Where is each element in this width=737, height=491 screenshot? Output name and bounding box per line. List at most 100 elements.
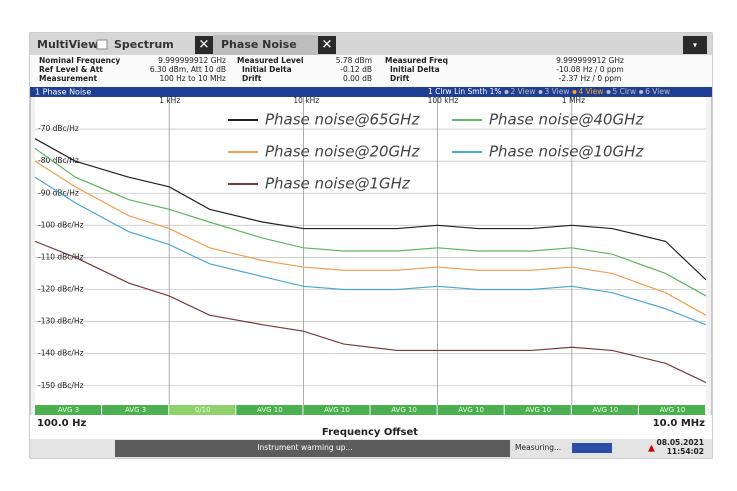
series-line [34,147,707,297]
trace-bar [303,405,370,415]
trace-info-item: 4 View [578,87,603,96]
trace-dot [504,90,509,94]
trace-dot [538,90,543,94]
trace-info-item: 3 View [545,87,570,96]
status-state: Measuring... [515,443,561,452]
trace-bar [437,405,504,415]
y-tick-label: -70 dBc/Hz [38,124,79,133]
trace-bar-label: AVG 10 [458,406,484,414]
info-label: Drift [390,74,410,83]
plot-title-bar [30,87,712,97]
trace-info: 1 Clrw Lin Smth 1% 2 View 3 View 4 View 5 Cl… [428,87,670,96]
info-value: 100 Hz to 10 MHz [159,74,226,83]
series-line [34,176,707,326]
x-tick-label: 1 kHz [159,96,180,105]
x-tick-label: 1 MHz [562,96,585,105]
info-value: -0.12 dB [340,65,372,74]
info-value: 6.30 dBm, Att 10 dB [150,65,226,74]
info-panel [30,55,712,87]
info-label: Drift [242,74,262,83]
trace-dot [572,90,577,94]
tab[interactable]: MultiView [37,38,98,51]
axis-panel [30,415,712,439]
y-tick-label: -100 dBc/Hz [38,220,84,229]
stop-label: 10.0 MHz [653,418,705,429]
trace-bar [35,405,102,415]
trace-bar [504,405,571,415]
trace-bar [236,405,303,415]
trace-bar [571,405,638,415]
trace-bar-label: AVG 10 [593,406,619,414]
status-date: 08.05.2021 [657,438,704,447]
info-label: Ref Level & Att [39,65,103,74]
trace-bar-label: AVG 10 [525,406,551,414]
trace-dot [639,90,644,94]
info-value: 0.00 dB [343,74,372,83]
series-line [34,240,707,384]
trace-bar-label: 0/10 [195,406,211,414]
series-line [34,160,707,316]
y-tick-label: -140 dBc/Hz [38,349,84,358]
tab-icon [96,39,108,50]
info-label: Measured Level [237,56,304,65]
tab-active [213,35,318,55]
info-value: -2.37 Hz / 0 ppm [559,74,622,83]
close-icon: ✕ [322,38,333,53]
info-value: 9.999999912 GHz [158,56,226,65]
y-tick-label: -120 dBc/Hz [38,285,84,294]
trace-info-item: 5 Clrw [612,87,636,96]
legend-label: Phase noise@40GHz [489,111,644,129]
info-label: Measurement [39,74,97,83]
menu-icon: ▾ [693,41,697,50]
trace-bar-label: AVG 10 [324,406,350,414]
trace-bar-label: AVG 3 [58,406,79,414]
tab[interactable]: Phase Noise [221,38,297,51]
close-button[interactable] [195,36,213,54]
trace-bar-label: AVG 10 [257,406,283,414]
series-line [34,138,707,281]
info-label: Initial Delta [390,65,440,74]
legend-label: Phase noise@20GHz [265,143,420,161]
y-tick-label: -130 dBc/Hz [38,317,84,326]
trace-info-item: 2 View [511,87,536,96]
x-axis-label: Frequency Offset [322,427,418,438]
trace-dot [606,90,611,94]
info-value: 5.78 dBm [336,56,372,65]
x-tick-label: 100 kHz [428,96,459,105]
plot: -70 dBc/Hz-80 dBc/Hz-90 dBc/Hz-100 dBc/H… [34,96,707,405]
tab[interactable]: Spectrum [114,38,174,51]
plot-title: 1 Phase Noise [35,88,91,97]
status-time: 11:54:02 [667,447,704,456]
status-message: Instrument warming up... [257,443,352,452]
status-message-box [115,440,510,457]
trace-bars: AVG 3 AVG 3 0/10 AVG 10 AVG 10 AVG 10 AVG 10 AV… [35,405,705,415]
progress [572,443,612,453]
trace-bar [638,405,705,415]
status-icon: ▲ [648,444,655,454]
info-value: 9.999999912 GHz [556,56,624,65]
trace-bar-label: AVG 10 [660,406,686,414]
menu-button[interactable] [683,36,707,54]
y-tick-label: -110 dBc/Hz [38,252,84,261]
legend-label: Phase noise@1GHz [265,175,411,193]
y-tick-label: -80 dBc/Hz [38,156,79,165]
trace-bar-label: AVG 10 [391,406,417,414]
trace-bar-label: AVG 3 [125,406,146,414]
trace-bar [169,405,236,415]
trace-info-item: 1 Clrw Lin Smth 1% [428,87,502,96]
info-label: Initial Delta [242,65,292,74]
trace-bar [370,405,437,415]
start-label: 100.0 Hz [37,418,86,429]
x-tick-label: 10 kHz [293,96,319,105]
info-table: Nominal Frequency 9.999999912 GHz Measured… [39,56,624,83]
info-label: Measured Freq [385,56,448,65]
y-tick-label: -150 dBc/Hz [38,381,84,390]
trace-bar [102,405,169,415]
legend-label: Phase noise@65GHz [265,111,420,129]
info-value: -10.08 Hz / 0 ppm [556,65,623,74]
info-label: Nominal Frequency [39,56,120,65]
legend-label: Phase noise@10GHz [489,143,644,161]
close-button[interactable] [318,36,336,54]
